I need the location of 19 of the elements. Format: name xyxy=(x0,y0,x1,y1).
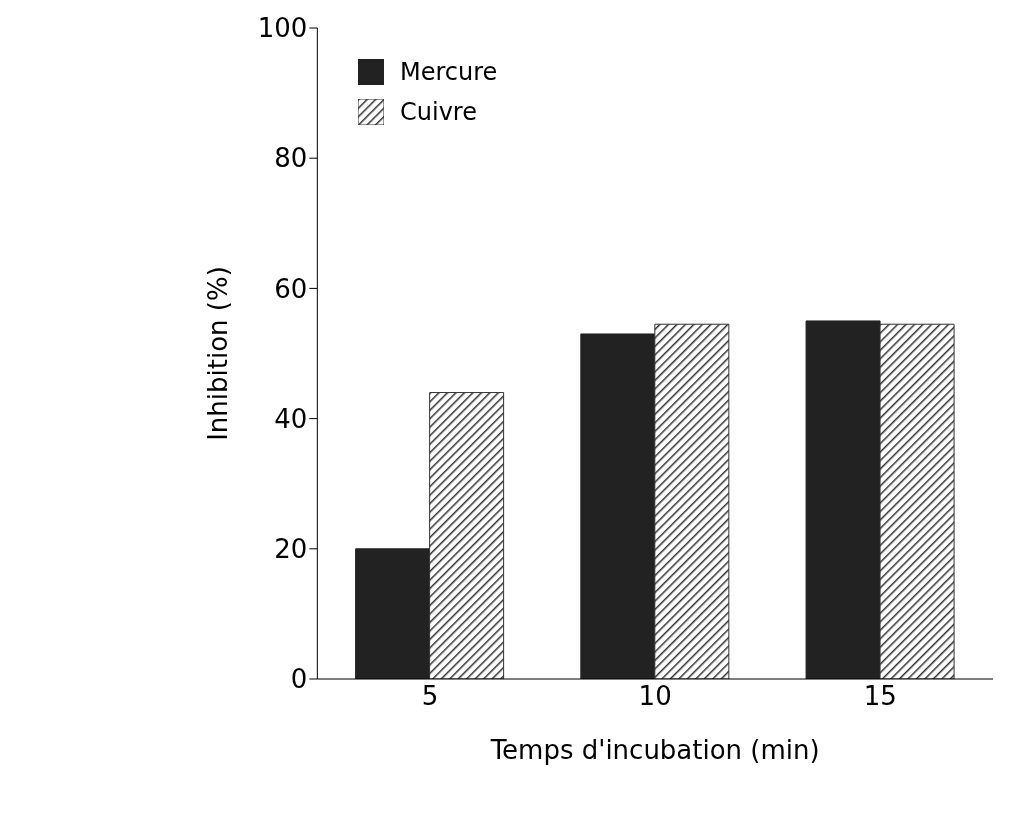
y-tick-label: 60 xyxy=(274,273,308,304)
y-tick-label: 0 xyxy=(290,664,308,695)
x-tick-label: 5 xyxy=(421,681,439,712)
y-tick-label: 100 xyxy=(257,13,308,44)
x-tick-label: 10 xyxy=(638,681,672,712)
bar xyxy=(879,323,955,679)
bar xyxy=(429,392,505,679)
y-tick-label: 40 xyxy=(274,403,308,434)
y-axis-title: Inhibition (%) xyxy=(202,266,233,441)
legend-label: Cuivre xyxy=(400,98,477,126)
legend-label: Mercure xyxy=(400,58,498,86)
bar xyxy=(654,323,730,679)
y-tick-label: 80 xyxy=(274,143,308,174)
y-tick-label: 20 xyxy=(274,534,308,565)
bar xyxy=(805,320,881,679)
x-tick-label: 15 xyxy=(863,681,897,712)
bar xyxy=(580,333,656,679)
bar xyxy=(355,548,431,679)
x-axis-title: Temps d'incubation (min) xyxy=(489,735,820,765)
